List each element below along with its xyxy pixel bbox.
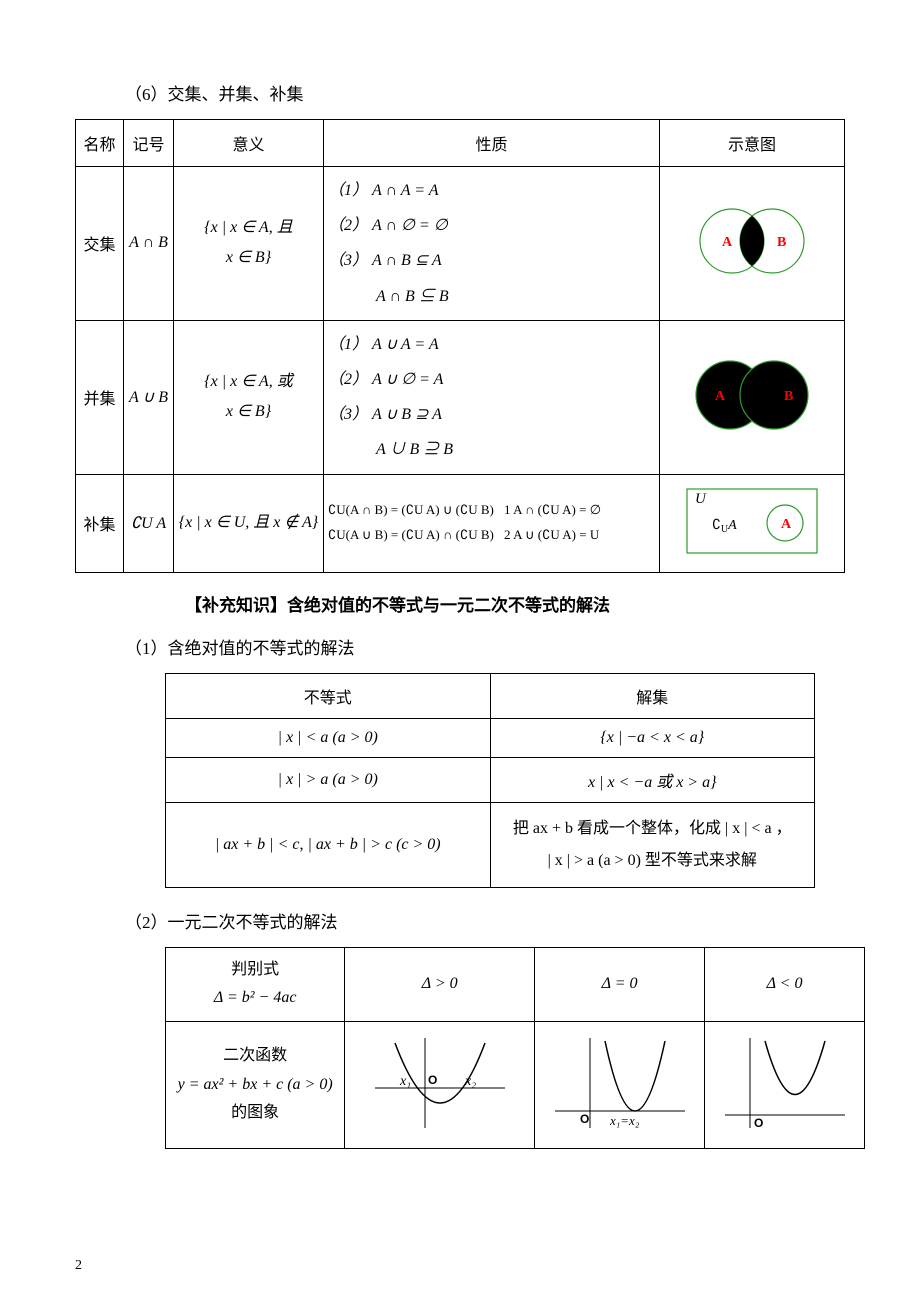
svg-text:B: B	[784, 389, 793, 404]
quad-graph-1root: O x₁=x₂	[535, 1022, 705, 1149]
inter-meaning: {x | x ∈ A, 且 x ∈ B}	[174, 167, 324, 321]
svg-text:B: B	[777, 235, 786, 250]
abs-header-row: 不等式 解集	[166, 673, 815, 718]
inter-p2: （2） A ∩ ∅ = ∅	[328, 208, 655, 243]
parabola-one-root-icon: O x₁=x₂	[550, 1033, 690, 1133]
venn-union-icon: A B	[672, 350, 832, 440]
quad-disc-formula: Δ = b² − 4ac	[214, 989, 297, 1006]
supplement-title: 【补充知识】含绝对值的不等式与一元二次不等式的解法	[185, 591, 845, 616]
union-meaning: {x | x ∈ A, 或 x ∈ B}	[174, 320, 324, 474]
union-meaning-l1: {x | x ∈ A, 或	[204, 373, 292, 390]
quad-disc-cell: 判别式 Δ = b² − 4ac	[166, 947, 345, 1022]
quad-section-title: （2）一元二次不等式的解法	[125, 908, 845, 933]
quad-col1: Δ > 0	[345, 947, 535, 1022]
set-operations-table: 名称 记号 意义 性质 示意图 交集 A ∩ B {x | x ∈ A, 且 x…	[75, 119, 845, 573]
header-properties: 性质	[324, 120, 660, 167]
abs-r3-sol-l2: | x | > a (a > 0) 型不等式来求解	[548, 852, 757, 869]
compl-name: 补集	[76, 474, 124, 572]
abs-r1-ineq: | x | < a (a > 0)	[166, 718, 491, 757]
abs-row-3: | ax + b | < c, | ax + b | > c (c > 0) 把…	[166, 802, 815, 887]
quad-col2: Δ = 0	[535, 947, 705, 1022]
page-number: 2	[75, 1258, 82, 1274]
quad-func-l3: 的图象	[231, 1104, 279, 1121]
union-p2: （2） A ∪ ∅ = A	[328, 362, 655, 397]
inter-p1: （1） A ∩ A = A	[328, 173, 655, 208]
parabola-two-roots-icon: x₁ x₂ O	[365, 1033, 515, 1133]
abs-r3-ineq: | ax + b | < c, | ax + b | > c (c > 0)	[166, 802, 491, 887]
quad-row-disc: 判别式 Δ = b² − 4ac Δ > 0 Δ = 0 Δ < 0	[166, 947, 865, 1022]
header-diagram: 示意图	[660, 120, 845, 167]
quad-func-l1: 二次函数	[223, 1047, 287, 1064]
abs-header-sol: 解集	[490, 673, 815, 718]
abs-row-2: | x | > a (a > 0) x | x < −a 或 x > a}	[166, 757, 815, 802]
row-union: 并集 A ∪ B {x | x ∈ A, 或 x ∈ B} （1） A ∪ A …	[76, 320, 845, 474]
abs-inequality-table: 不等式 解集 | x | < a (a > 0) {x | −a < x < a…	[165, 673, 815, 888]
abs-r2-sol: x | x < −a 或 x > a}	[490, 757, 815, 802]
union-name: 并集	[76, 320, 124, 474]
abs-r2-ineq: | x | > a (a > 0)	[166, 757, 491, 802]
inter-diagram: A B	[660, 167, 845, 321]
compl-properties: ∁U(A ∩ B) = (∁U A) ∪ (∁U B) 1 A ∩ (∁U A)…	[324, 474, 660, 572]
quad-graph-2roots: x₁ x₂ O	[345, 1022, 535, 1149]
header-symbol: 记号	[124, 120, 174, 167]
svg-text:O: O	[580, 1112, 589, 1126]
inter-meaning-l1: {x | x ∈ A, 且	[204, 219, 292, 236]
abs-row-1: | x | < a (a > 0) {x | −a < x < a}	[166, 718, 815, 757]
union-p1: （1） A ∪ A = A	[328, 327, 655, 362]
union-meaning-l2: x ∈ B}	[226, 403, 271, 420]
inter-p3: （3） A ∩ B ⊆ A	[328, 243, 655, 278]
row-complement: 补集 ∁U A {x | x ∈ U, 且 x ∉ A} ∁U(A ∩ B) =…	[76, 474, 845, 572]
svg-text:A: A	[715, 389, 726, 404]
quad-func-l2: y = ax² + bx + c (a > 0)	[178, 1076, 333, 1093]
quad-row-graph: 二次函数 y = ax² + bx + c (a > 0) 的图象 x₁ x₂ …	[166, 1022, 865, 1149]
inter-p4: A ∩ B ⊆ B	[328, 279, 655, 314]
compl-pL2: ∁U(A ∪ B) = (∁U A) ∩ (∁U B)	[328, 523, 494, 548]
svg-text:∁UA: ∁UA	[712, 518, 737, 535]
union-properties: （1） A ∪ A = A （2） A ∪ ∅ = A （3） A ∪ B ⊇ …	[324, 320, 660, 474]
union-diagram: A B	[660, 320, 845, 474]
header-meaning: 意义	[174, 120, 324, 167]
quadratic-table: 判别式 Δ = b² − 4ac Δ > 0 Δ = 0 Δ < 0 二次函数 …	[165, 947, 865, 1150]
svg-text:A: A	[722, 235, 733, 250]
abs-r3-sol: 把 ax + b 看成一个整体，化成 | x | < a ， | x | > a…	[490, 802, 815, 887]
quad-func-label: 二次函数 y = ax² + bx + c (a > 0) 的图象	[166, 1022, 345, 1149]
compl-diagram: U ∁UA A	[660, 474, 845, 572]
svg-text:O: O	[754, 1116, 763, 1130]
svg-text:U: U	[695, 491, 707, 507]
compl-pL1: ∁U(A ∩ B) = (∁U A) ∪ (∁U B)	[328, 498, 494, 523]
quad-col3: Δ < 0	[705, 947, 865, 1022]
compl-pR1: 1 A ∩ (∁U A) = ∅	[504, 498, 655, 523]
compl-symbol: ∁U A	[124, 474, 174, 572]
abs-r1-sol: {x | −a < x < a}	[490, 718, 815, 757]
quad-graph-0root: O	[705, 1022, 865, 1149]
parabola-no-root-icon: O	[720, 1033, 850, 1133]
row-intersection: 交集 A ∩ B {x | x ∈ A, 且 x ∈ B} （1） A ∩ A …	[76, 167, 845, 321]
union-p4: A ∪ B ⊇ B	[328, 432, 655, 467]
header-name: 名称	[76, 120, 124, 167]
union-symbol: A ∪ B	[124, 320, 174, 474]
abs-header-ineq: 不等式	[166, 673, 491, 718]
inter-properties: （1） A ∩ A = A （2） A ∩ ∅ = ∅ （3） A ∩ B ⊆ …	[324, 167, 660, 321]
table-header-row: 名称 记号 意义 性质 示意图	[76, 120, 845, 167]
union-p3: （3） A ∪ B ⊇ A	[328, 397, 655, 432]
abs-r3-sol-l1: 把 ax + b 看成一个整体，化成 | x | < a ，	[513, 820, 792, 837]
quad-disc-label: 判别式	[231, 961, 279, 978]
svg-text:x₁=x₂: x₁=x₂	[609, 1113, 640, 1128]
svg-text:A: A	[781, 517, 792, 532]
inter-name: 交集	[76, 167, 124, 321]
svg-text:x₂: x₂	[464, 1074, 476, 1089]
svg-text:x₁: x₁	[399, 1074, 411, 1089]
venn-intersection-icon: A B	[677, 196, 827, 286]
compl-pR2: 2 A ∪ (∁U A) = U	[504, 523, 655, 548]
compl-meaning: {x | x ∈ U, 且 x ∉ A}	[174, 474, 324, 572]
venn-complement-icon: U ∁UA A	[677, 481, 827, 561]
abs-section-title: （1）含绝对值的不等式的解法	[125, 634, 845, 659]
inter-meaning-l2: x ∈ B}	[226, 249, 271, 266]
svg-text:O: O	[428, 1073, 437, 1087]
section-6-title: （6）交集、并集、补集	[125, 80, 845, 105]
inter-symbol: A ∩ B	[124, 167, 174, 321]
